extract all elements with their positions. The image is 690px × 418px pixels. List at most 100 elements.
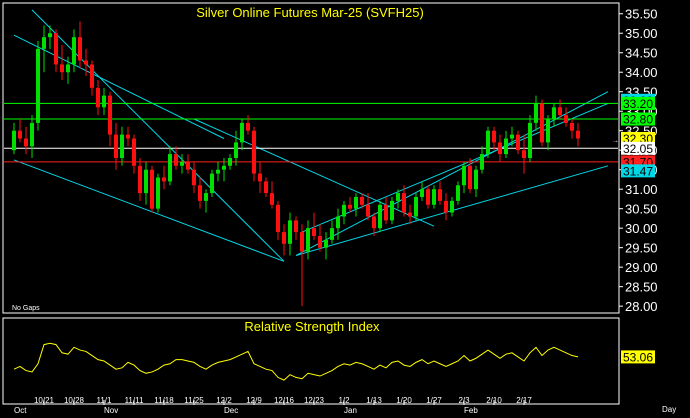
candle-body [174, 154, 178, 166]
candle-body [324, 239, 328, 248]
x-tick-label: 11/25 [184, 396, 204, 405]
candle-body [102, 95, 106, 108]
candle-body [426, 189, 430, 205]
y-tick-label: 29.50 [625, 241, 658, 256]
candle-body [186, 161, 190, 170]
candle-body [414, 196, 418, 217]
candle-body [270, 193, 274, 205]
candle-body [360, 196, 364, 205]
candle-body [540, 103, 544, 143]
x-tick-label: 12/2 [216, 396, 232, 405]
x-tick-label: 12/23 [304, 396, 325, 405]
candle-body [210, 173, 214, 194]
candle-body [492, 130, 496, 143]
candle-body [558, 107, 562, 116]
candle-body [204, 193, 208, 201]
candle-body [276, 204, 280, 233]
candle-body [168, 154, 172, 182]
candle-body [12, 130, 16, 151]
candle-body [222, 165, 226, 170]
period-label: Day [662, 405, 676, 414]
candle-body [570, 122, 574, 131]
y-tick-label: 35.50 [625, 7, 658, 22]
price-panel-border [2, 2, 620, 314]
rsi-badge [621, 350, 655, 364]
y-tick-label: 30.50 [625, 202, 658, 217]
y-tick-label: 31.00 [625, 182, 658, 197]
candle-body [30, 122, 34, 147]
candle-body [366, 204, 370, 217]
x-tick-label: 2/3 [458, 396, 470, 405]
month-label: Jan [344, 406, 357, 415]
y-tick-label: 29.00 [625, 260, 658, 275]
candle-body [552, 107, 556, 120]
month-label: Oct [14, 406, 27, 415]
x-tick-label: 1/20 [396, 396, 412, 405]
candle-body [90, 64, 94, 88]
candle-body [78, 37, 82, 61]
x-tick-label: 11/18 [154, 396, 174, 405]
candle-body [180, 161, 184, 166]
candle-body [228, 158, 232, 166]
channel-line [301, 102, 609, 233]
x-tick-label: 11/11 [125, 396, 144, 405]
candle-body [372, 216, 376, 229]
candle-body [42, 37, 46, 49]
candle-body [114, 134, 118, 158]
candle-body [132, 138, 136, 166]
x-tick-label: 2/10 [486, 396, 502, 405]
x-tick-label: 11/1 [97, 396, 113, 405]
candle-body [258, 173, 262, 182]
candle-body [48, 33, 52, 38]
candle-body [528, 122, 532, 158]
candle-body [510, 134, 514, 139]
candle-body [330, 228, 334, 240]
candle-body [408, 212, 412, 217]
rsi-panel-border [2, 317, 620, 405]
x-tick-label: 1/27 [426, 396, 442, 405]
candle-body [546, 119, 550, 143]
candle-body [18, 130, 22, 139]
candle-body [96, 87, 100, 108]
candle-body [354, 196, 358, 209]
price-badge-label: 32.05 [623, 142, 653, 156]
candle-body [108, 95, 112, 135]
candle-body [564, 115, 568, 123]
candle-body [480, 154, 484, 170]
y-tick-label: 34.00 [625, 65, 658, 80]
candle-body [420, 189, 424, 197]
candle-body [246, 122, 250, 131]
candle-body [450, 200, 454, 213]
candle-body [264, 181, 268, 194]
price-badge-label: 31.47 [623, 164, 653, 178]
candle-body [432, 189, 436, 205]
candle-body [144, 169, 148, 194]
candle-body [396, 193, 400, 201]
y-tick-label: 28.00 [625, 299, 658, 314]
candle-body [240, 122, 244, 143]
candle-body [504, 138, 508, 155]
candle-body [384, 204, 388, 221]
rsi-line [13, 342, 579, 381]
candle-body [216, 169, 220, 174]
month-label: Dec [224, 406, 238, 415]
candle-body [234, 142, 238, 158]
candle-body [288, 220, 292, 244]
candle-body [378, 204, 382, 229]
month-label: Feb [464, 406, 478, 415]
candle-body [522, 150, 526, 158]
candle-body [516, 134, 520, 151]
candle-body [150, 169, 154, 209]
candle-body [576, 130, 580, 139]
candle-body [192, 169, 196, 186]
candle-body [342, 204, 346, 217]
candle-body [462, 165, 466, 186]
candle-body [468, 165, 472, 190]
x-tick-label: 1/13 [366, 396, 382, 405]
candle-body [444, 200, 448, 213]
candle-body [252, 130, 256, 174]
channel-line [13, 159, 285, 262]
candle-body [282, 232, 286, 244]
price-badge [621, 112, 655, 126]
